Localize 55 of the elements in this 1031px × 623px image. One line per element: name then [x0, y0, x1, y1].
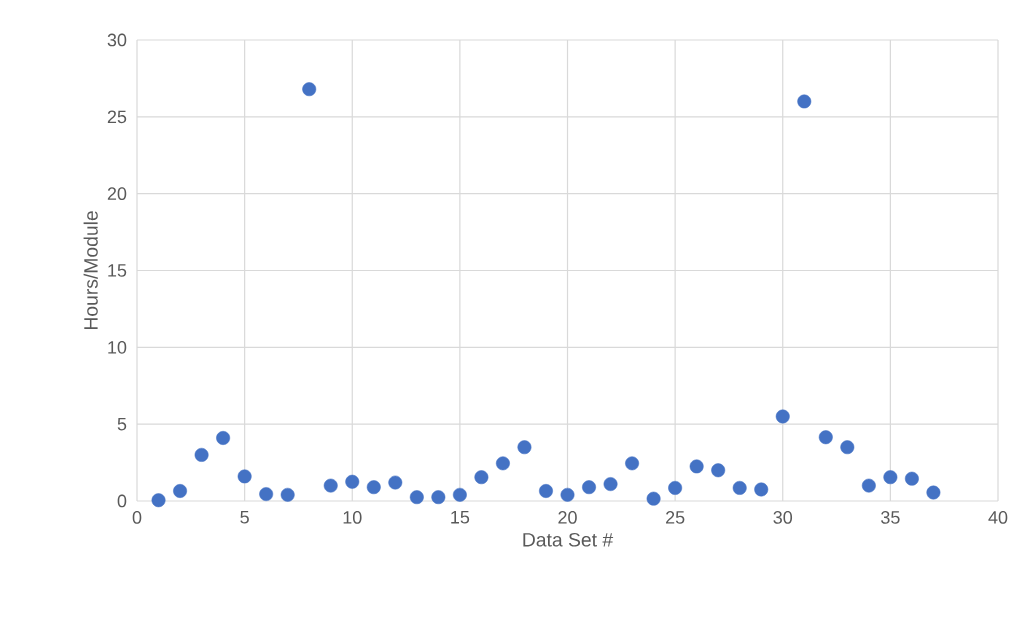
x-tick-label: 35	[881, 511, 900, 524]
x-tick-label: 15	[451, 511, 470, 524]
y-tick-label: 0	[117, 494, 127, 508]
point	[926, 485, 941, 500]
x-axis-title: Data Set #	[523, 532, 614, 547]
point	[625, 456, 640, 471]
x-tick-label: 40	[988, 511, 1008, 524]
point	[409, 490, 424, 505]
point	[689, 459, 704, 474]
point	[582, 480, 596, 495]
y-tick-label: 10	[108, 340, 127, 354]
point	[173, 484, 187, 498]
point	[797, 94, 812, 109]
x-tick-label: 20	[558, 511, 577, 524]
x-tick-label: 5	[240, 511, 249, 524]
point	[237, 469, 252, 484]
point	[151, 493, 166, 508]
x-tick-label: 25	[666, 511, 685, 524]
y-tick-label: 5	[117, 417, 127, 431]
point	[732, 480, 747, 495]
point	[539, 484, 553, 498]
point	[323, 478, 338, 493]
point	[646, 491, 661, 506]
point	[883, 470, 898, 485]
point	[216, 431, 231, 445]
point	[194, 447, 209, 462]
y-axis-title: Hours/Module	[83, 211, 98, 330]
point	[259, 487, 274, 502]
point	[366, 480, 381, 495]
point	[388, 475, 403, 490]
y-tick-label: 20	[107, 187, 127, 201]
y-tick-label: 30	[107, 33, 127, 47]
y-tick-label: 25	[107, 110, 127, 124]
point	[280, 487, 295, 502]
point	[904, 471, 919, 486]
x-tick-label: 0	[132, 511, 142, 524]
point	[668, 480, 683, 495]
point	[517, 440, 532, 455]
point	[474, 470, 489, 485]
point	[861, 478, 876, 493]
point	[452, 487, 467, 502]
point	[775, 409, 790, 424]
point	[754, 482, 769, 497]
point	[818, 430, 833, 445]
y-tick-label: 15	[108, 264, 127, 277]
point	[495, 456, 510, 471]
point	[840, 440, 855, 455]
point	[302, 82, 317, 97]
x-tick-label: 30	[773, 511, 793, 524]
x-tick-label: 10	[343, 511, 362, 524]
point	[560, 487, 575, 502]
point	[711, 463, 726, 478]
point	[431, 490, 446, 505]
point	[603, 477, 618, 492]
point	[345, 474, 360, 489]
